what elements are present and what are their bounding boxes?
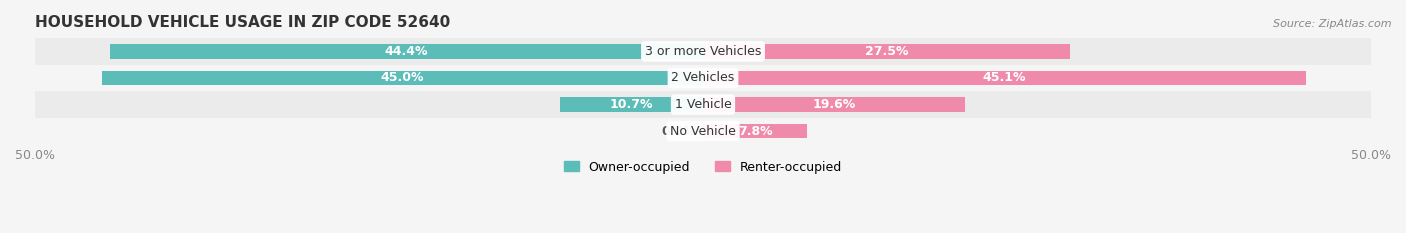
Text: 1 Vehicle: 1 Vehicle [675,98,731,111]
Bar [35,38,1371,65]
Bar [703,71,1306,85]
Text: 0.0%: 0.0% [662,125,696,138]
Text: 45.1%: 45.1% [983,72,1026,85]
Bar [101,71,703,85]
Text: HOUSEHOLD VEHICLE USAGE IN ZIP CODE 52640: HOUSEHOLD VEHICLE USAGE IN ZIP CODE 5264… [35,15,450,30]
Text: 7.8%: 7.8% [738,125,772,138]
Bar [703,44,1070,59]
Bar [703,97,965,112]
Text: 3 or more Vehicles: 3 or more Vehicles [645,45,761,58]
Text: 19.6%: 19.6% [813,98,856,111]
Text: 2 Vehicles: 2 Vehicles [672,72,734,85]
Bar [35,91,1371,118]
Bar [560,97,703,112]
Text: 10.7%: 10.7% [610,98,654,111]
Text: 44.4%: 44.4% [385,45,429,58]
Text: 27.5%: 27.5% [865,45,908,58]
Bar [35,65,1371,91]
Bar [35,118,1371,144]
Text: 45.0%: 45.0% [381,72,425,85]
Text: No Vehicle: No Vehicle [671,125,735,138]
Bar [703,124,807,138]
Legend: Owner-occupied, Renter-occupied: Owner-occupied, Renter-occupied [558,156,848,178]
Text: Source: ZipAtlas.com: Source: ZipAtlas.com [1274,19,1392,29]
Bar [110,44,703,59]
